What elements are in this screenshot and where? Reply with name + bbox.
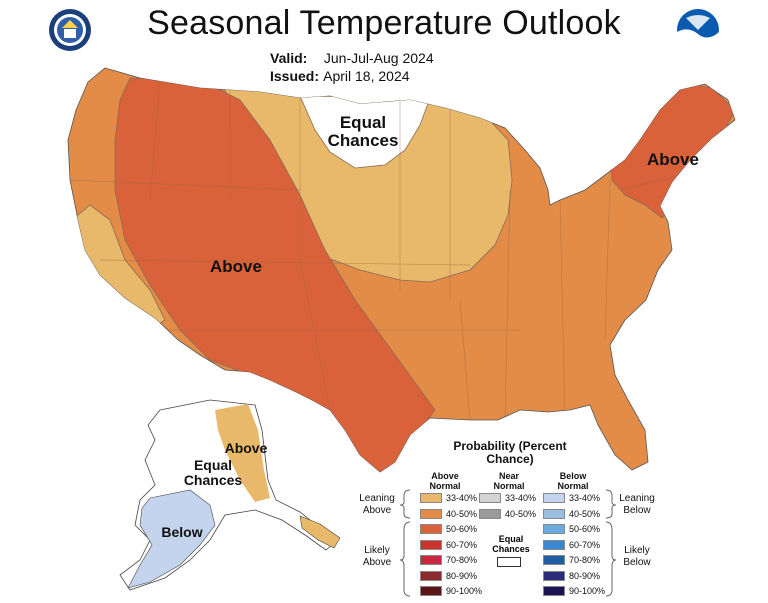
legend-below-swatch [543,586,565,596]
legend-above-label: 60-70% [446,539,478,550]
legend-above-swatch [420,555,442,565]
legend-above-swatch [420,524,442,534]
legend-above-header: Above Normal [429,471,461,491]
valid-period: Valid: Jun-Jul-Aug 2024 [270,50,434,66]
legend-above-swatch [420,508,442,519]
alaska-map [119,399,341,591]
valid-label: Valid: [270,50,308,66]
legend-below-label: 50-60% [569,524,601,534]
legend-below-label: 33-40% [569,493,601,503]
legend-above-label: 90-100% [446,586,483,596]
legend-below-label: 40-50% [569,508,601,519]
valid-value: Jun-Jul-Aug 2024 [323,50,434,66]
label-equal-chances-alaska: Equal Chances [183,457,243,488]
alaska-above-region [215,404,270,502]
legend-below-label: 90-100% [569,586,606,596]
legend-near-label: 40-50% [505,508,537,519]
label-above-northeast: Above [647,150,699,169]
legend-above-swatch [420,570,442,581]
legend-equal-chances: Equal Chances [492,534,530,554]
legend-equal-chances-swatch [497,557,521,567]
alaska-panhandle-region [299,515,341,549]
legend-below-swatch [543,524,565,534]
legend-below-swatch [543,570,565,581]
legend-near-label: 33-40% [505,493,537,503]
noaa-logo-icon [677,9,719,52]
legend-above-label: 70-80% [446,555,478,565]
issued-value: April 18, 2024 [323,68,410,84]
legend-near-header: Near Normal [493,471,525,491]
legend-near-swatch [479,508,501,519]
alaska-below-region [127,489,216,589]
legend-above-swatch [420,539,442,550]
legend-above-label: 33-40% [446,493,478,503]
legend-title: Probability (Percent Chance) [453,439,567,466]
legend-below-swatch [543,555,565,565]
legend-below-label: 60-70% [569,539,601,550]
legend-leaning-below: Leaning Below [619,493,655,516]
legend-likely-above: Likely Above [362,545,392,568]
label-equal-chances-north: Equal Chances [327,113,399,150]
legend-above-label: 80-90% [446,570,478,581]
legend-near-swatch [479,493,501,503]
legend-below-swatch [543,508,565,519]
legend-above-label: 50-60% [446,524,478,534]
legend-below-header: Below Normal [557,471,589,491]
commerce-seal-icon [49,9,91,51]
legend-below-swatch [543,539,565,550]
legend-leaning-above: Leaning Above [359,493,395,516]
equal-chances-north-region [299,95,431,169]
legend-above-swatch [420,586,442,596]
legend-likely-below: Likely Below [623,545,651,568]
legend-below-label: 80-90% [569,570,601,581]
legend-below-label: 70-80% [569,555,601,565]
issued-date: Issued: April 18, 2024 [270,68,410,84]
legend-below-swatch [543,493,565,503]
issued-label: Issued: [270,68,320,84]
label-below-alaska: Below [161,524,203,540]
page-title: Seasonal Temperature Outlook [147,4,621,42]
legend-above-swatch [420,493,442,503]
legend-above-label: 40-50% [446,508,478,519]
label-above-alaska: Above [224,440,268,456]
label-above-west: Above [210,257,262,276]
